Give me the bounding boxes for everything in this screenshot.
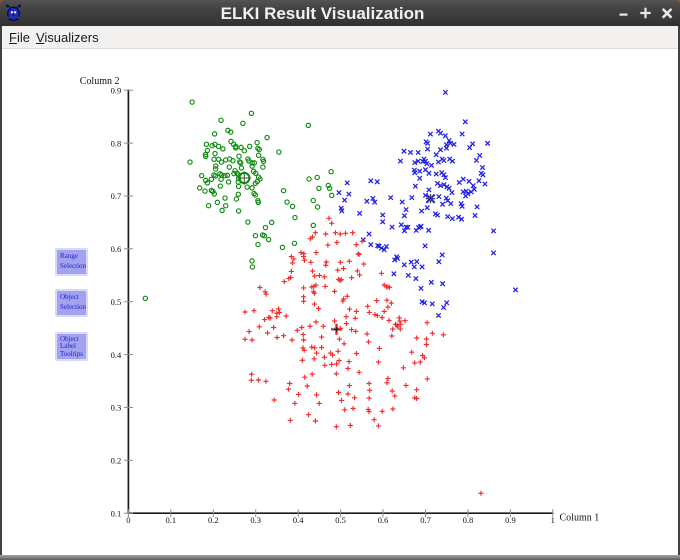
- svg-text:Column 2: Column 2: [80, 76, 120, 87]
- svg-text:0.3: 0.3: [111, 403, 122, 413]
- svg-text:0.6: 0.6: [378, 515, 389, 525]
- svg-text:0.3: 0.3: [250, 515, 261, 525]
- svg-text:0.2: 0.2: [111, 456, 122, 466]
- svg-text:0.8: 0.8: [463, 515, 474, 525]
- svg-text:0.6: 0.6: [111, 244, 122, 254]
- svg-text:0.1: 0.1: [165, 515, 176, 525]
- svg-text:0.4: 0.4: [111, 350, 122, 360]
- svg-text:Column 1: Column 1: [560, 513, 600, 524]
- svg-text:0.7: 0.7: [420, 515, 431, 525]
- svg-text:0.5: 0.5: [111, 297, 122, 307]
- svg-text:0.2: 0.2: [208, 515, 219, 525]
- svg-text:0.9: 0.9: [111, 85, 122, 95]
- svg-text:1: 1: [551, 515, 555, 525]
- svg-text:0.8: 0.8: [111, 138, 122, 148]
- svg-text:0.1: 0.1: [111, 508, 122, 518]
- svg-text:0.5: 0.5: [335, 515, 346, 525]
- svg-text:0: 0: [126, 515, 130, 525]
- svg-text:0.4: 0.4: [293, 515, 304, 525]
- svg-text:0.7: 0.7: [111, 191, 122, 201]
- svg-text:0.9: 0.9: [505, 515, 516, 525]
